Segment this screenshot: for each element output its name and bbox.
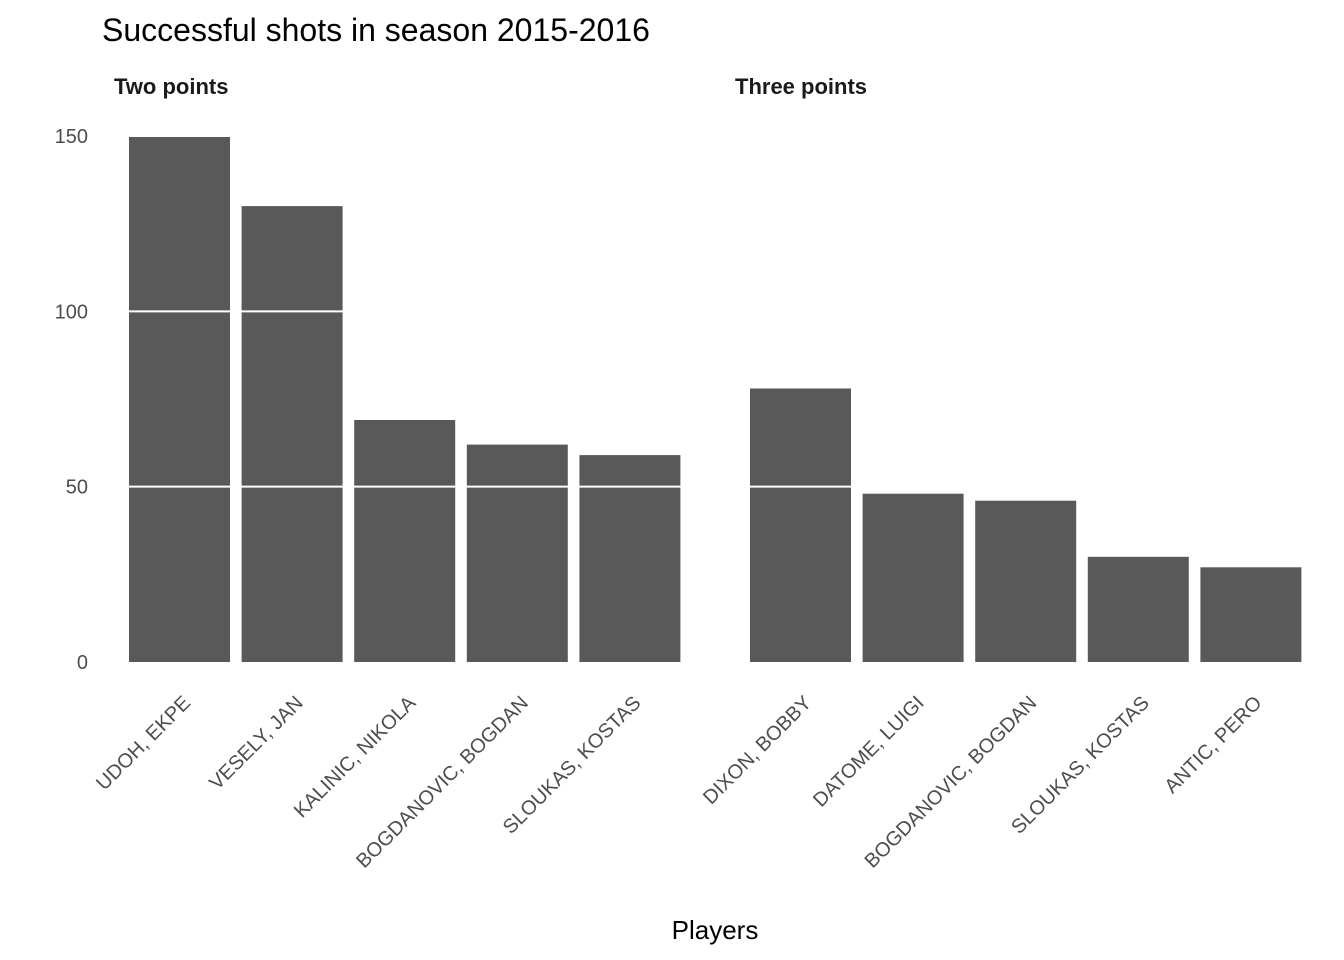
bar-udoh-ekpe — [129, 136, 230, 662]
facet-title-three-points: Three points — [735, 74, 867, 99]
x-axis-title: Players — [672, 915, 759, 945]
bar-vesely-jan — [241, 206, 343, 662]
y-tick-label: 100 — [55, 301, 88, 323]
bar-sloukas-kostas — [1087, 556, 1189, 662]
x-tick-label: UDOH, EKPE — [92, 692, 195, 795]
y-tick-label: 150 — [55, 126, 88, 148]
bar-antic-pero — [1200, 567, 1302, 662]
bar-sloukas-kostas — [579, 455, 681, 662]
chart-title: Successful shots in season 2015-2016 — [102, 12, 650, 48]
y-axis: 0 50 100 150 — [55, 126, 88, 674]
x-tick-label: ANTIC, PERO — [1161, 692, 1267, 798]
bar-dixon-bobby — [750, 388, 851, 662]
bar-datome-luigi — [862, 493, 964, 662]
x-tick-label: DIXON, BOBBY — [699, 692, 816, 809]
bar-kalinic-nikola — [354, 420, 456, 662]
facet-title-two-points: Two points — [114, 74, 228, 99]
x-tick-label: DATOME, LUIGI — [809, 692, 929, 812]
bar-bogdanovic-bogdan — [975, 500, 1077, 662]
y-tick-label: 50 — [66, 477, 88, 499]
x-tick-label: VESELY, JAN — [205, 692, 307, 794]
x-tick-label: KALINIC, NIKOLA — [290, 692, 421, 823]
y-tick-label: 0 — [77, 652, 88, 674]
bar-bogdanovic-bogdan — [466, 444, 568, 662]
